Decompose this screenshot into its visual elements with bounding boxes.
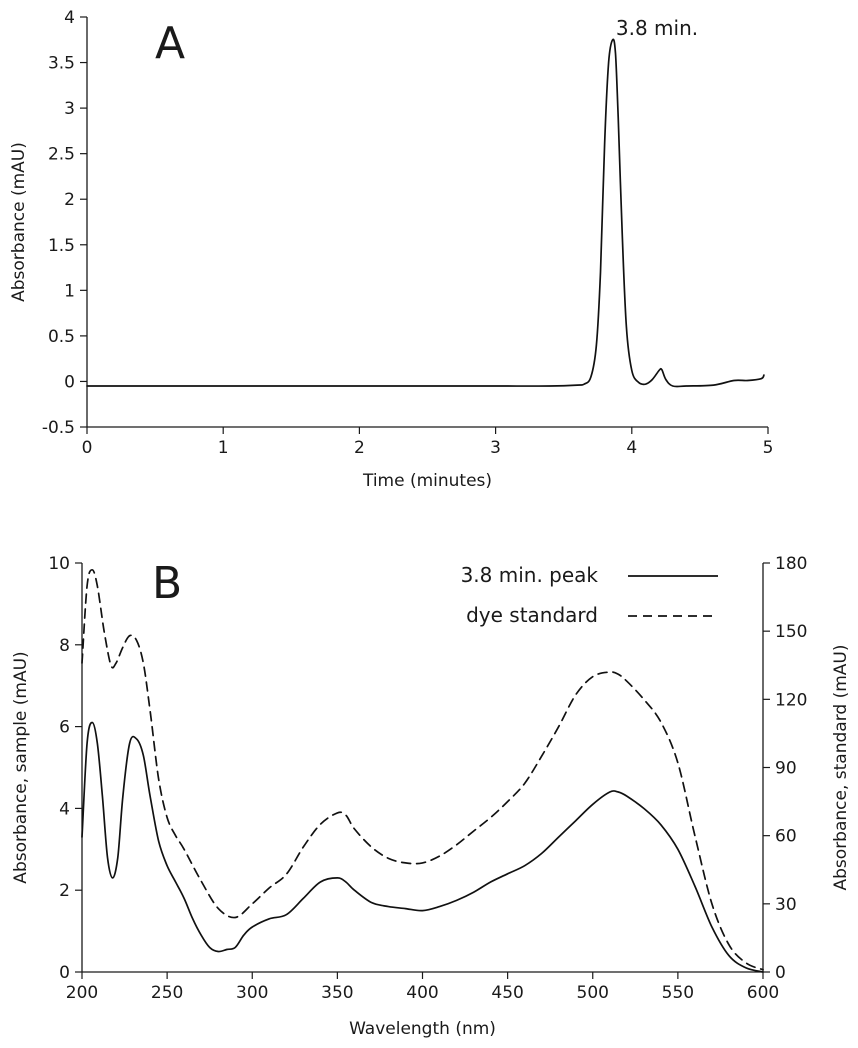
x-tick-label-b: 300 <box>236 983 268 1003</box>
y-tick-label-a: 2 <box>64 190 75 210</box>
legend-label-sample: 3.8 min. peak <box>461 563 599 587</box>
y-axis-title-a: Absorbance (mAU) <box>9 142 29 302</box>
x-tick-label-a: 1 <box>218 438 229 458</box>
y-tick-label-b-left: 10 <box>48 554 70 574</box>
y-axis-title-b-right: Absorbance, standard (mAU) <box>831 645 851 891</box>
y-tick-label-a: 3 <box>64 99 75 119</box>
chromatogram-series <box>86 38 765 388</box>
x-tick-label-b: 350 <box>321 983 353 1003</box>
x-tick-label-a: 5 <box>763 438 774 458</box>
y-tick-label-b-left: 2 <box>59 881 70 901</box>
y-tick-label-b-left: 8 <box>59 636 70 656</box>
y-tick-label-a: 1 <box>64 281 75 301</box>
y-tick-label-a: 0 <box>64 372 75 392</box>
y-tick-label-a: 3.5 <box>48 54 75 74</box>
x-tick-label-b: 550 <box>662 983 694 1003</box>
x-tick-label-b: 400 <box>406 983 438 1003</box>
x-tick-label-b: 450 <box>491 983 523 1003</box>
x-tick-label-b: 200 <box>66 983 98 1003</box>
y-tick-label-b-right: 90 <box>775 759 797 779</box>
y-tick-label-b-right: 150 <box>775 622 807 642</box>
y-tick-label-a: 2.5 <box>48 145 75 165</box>
panel-a-label: A <box>155 18 185 69</box>
y-axis-title-b-left: Absorbance, sample (mAU) <box>11 651 31 883</box>
y-tick-label-b-right: 180 <box>775 554 807 574</box>
y-tick-label-a: 4 <box>64 8 75 28</box>
y-tick-label-a: 1.5 <box>48 236 75 256</box>
peak-annotation: 3.8 min. <box>616 16 698 40</box>
y-tick-label-b-right: 120 <box>775 690 807 710</box>
x-tick-label-b: 500 <box>577 983 609 1003</box>
standard-spectrum-series <box>81 568 764 971</box>
panel-b-label: B <box>152 558 182 609</box>
y-tick-label-b-right: 0 <box>775 963 786 983</box>
chart-panel-b: B Wavelength (nm) Absorbance, sample (mA… <box>11 554 851 1039</box>
y-tick-label-b-right: 60 <box>775 827 797 847</box>
x-tick-label-b: 250 <box>151 983 183 1003</box>
sample-spectrum-series <box>81 721 764 973</box>
y-tick-label-b-left: 4 <box>59 799 70 819</box>
x-tick-label-a: 0 <box>82 438 93 458</box>
chart-panel-a: A 3.8 min. Time (minutes) Absorbance (mA… <box>9 8 773 491</box>
y-tick-label-b-left: 0 <box>59 963 70 983</box>
y-tick-label-a: 0.5 <box>48 327 75 347</box>
x-tick-label-a: 4 <box>626 438 637 458</box>
legend-label-standard: dye standard <box>466 603 598 627</box>
x-axis-title-b: Wavelength (nm) <box>349 1019 496 1039</box>
x-tick-label-a: 2 <box>354 438 365 458</box>
x-tick-label-b: 600 <box>747 983 779 1003</box>
y-tick-label-b-left: 6 <box>59 718 70 738</box>
x-tick-label-a: 3 <box>490 438 501 458</box>
x-axis-title-a: Time (minutes) <box>362 471 492 491</box>
y-tick-label-a: -0.5 <box>42 418 75 438</box>
y-tick-label-b-right: 30 <box>775 895 797 915</box>
